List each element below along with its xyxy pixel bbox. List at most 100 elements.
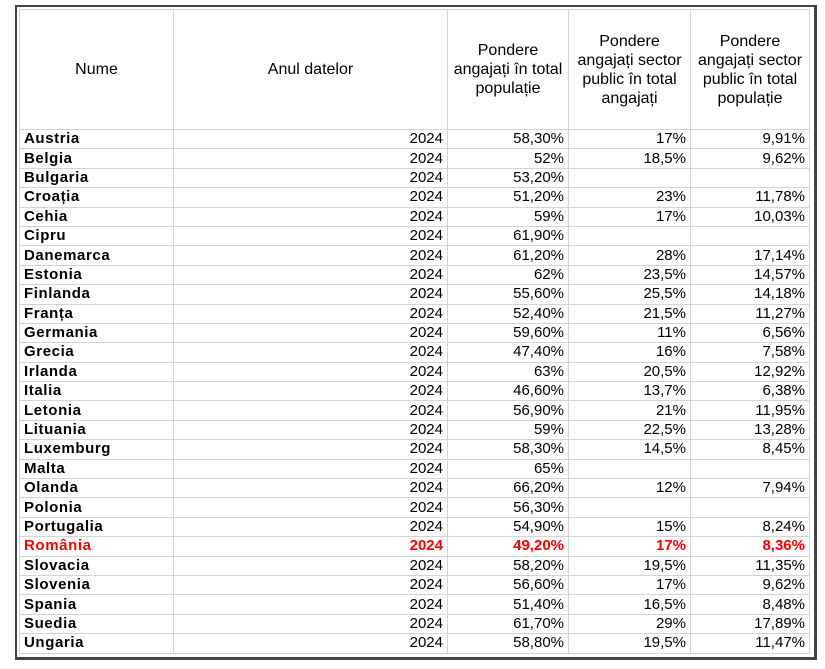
pondere-populatie-cell: 54,90% <box>447 516 569 538</box>
pondere-populatie-cell: 47,40% <box>447 342 569 363</box>
year-cell: 2024 <box>173 361 448 383</box>
data-table: Nume Anul datelor Pondere angajați în to… <box>19 9 810 654</box>
table-row: Irlanda 2024 63% 20,5% 12,92% <box>19 361 810 383</box>
table-row: Austria 2024 58,30% 17% 9,91% <box>19 128 810 150</box>
pondere-sector-public-angajati-cell: 21,5% <box>568 303 691 324</box>
country-name-cell: Spania <box>19 594 174 615</box>
pondere-sector-public-angajati-cell: 12% <box>568 478 691 499</box>
pondere-populatie-cell: 58,80% <box>447 633 569 654</box>
pondere-sector-public-angajati-cell <box>568 497 691 518</box>
pondere-sector-public-angajati-cell: 18,5% <box>568 148 691 169</box>
year-cell: 2024 <box>173 536 448 557</box>
pondere-sector-public-populatie-cell <box>690 225 810 247</box>
pondere-sector-public-populatie-cell: 6,56% <box>690 322 810 344</box>
year-cell: 2024 <box>173 555 448 576</box>
country-name-cell: Grecia <box>19 342 174 363</box>
pondere-sector-public-angajati-cell: 13,7% <box>568 381 691 402</box>
pondere-populatie-cell: 63% <box>447 361 569 383</box>
pondere-sector-public-angajati-cell: 14,5% <box>568 439 691 460</box>
pondere-sector-public-populatie-cell: 14,57% <box>690 264 810 286</box>
pondere-populatie-cell: 52,40% <box>447 303 569 324</box>
pondere-sector-public-angajati-cell: 17% <box>568 574 691 596</box>
table-row: România 2024 49,20% 17% 8,36% <box>19 536 810 557</box>
year-cell: 2024 <box>173 633 448 654</box>
pondere-sector-public-populatie-cell: 12,92% <box>690 361 810 383</box>
pondere-sector-public-angajati-cell: 19,5% <box>568 555 691 576</box>
table-row: Slovacia 2024 58,20% 19,5% 11,35% <box>19 555 810 576</box>
country-name-cell: Franța <box>19 303 174 324</box>
pondere-populatie-cell: 61,70% <box>447 613 569 635</box>
pondere-sector-public-angajati-cell: 11% <box>568 322 691 344</box>
header-nume: Nume <box>19 9 174 130</box>
pondere-populatie-cell: 55,60% <box>447 284 569 305</box>
pondere-populatie-cell: 52% <box>447 148 569 169</box>
table-row: Olanda 2024 66,20% 12% 7,94% <box>19 478 810 499</box>
pondere-sector-public-populatie-cell: 8,36% <box>690 536 810 557</box>
country-name-cell: Irlanda <box>19 361 174 383</box>
table-row: Luxemburg 2024 58,30% 14,5% 8,45% <box>19 439 810 460</box>
year-cell: 2024 <box>173 516 448 538</box>
pondere-populatie-cell: 58,20% <box>447 555 569 576</box>
header-pondere-sector-public-angajati: Pondere angajați sector public în total … <box>568 9 691 130</box>
pondere-populatie-cell: 51,20% <box>447 187 569 208</box>
pondere-populatie-cell: 59% <box>447 206 569 227</box>
table-row: Franța 2024 52,40% 21,5% 11,27% <box>19 303 810 324</box>
pondere-populatie-cell: 61,20% <box>447 245 569 266</box>
country-name-cell: Bulgaria <box>19 167 174 189</box>
country-name-cell: Olanda <box>19 478 174 499</box>
year-cell: 2024 <box>173 264 448 286</box>
pondere-sector-public-populatie-cell: 11,35% <box>690 555 810 576</box>
pondere-populatie-cell: 56,90% <box>447 400 569 421</box>
pondere-sector-public-populatie-cell: 8,48% <box>690 594 810 615</box>
country-name-cell: Cipru <box>19 225 174 247</box>
pondere-sector-public-angajati-cell: 17% <box>568 536 691 557</box>
table-row: Bulgaria 2024 53,20% <box>19 167 810 189</box>
pondere-sector-public-populatie-cell: 8,24% <box>690 516 810 538</box>
year-cell: 2024 <box>173 167 448 189</box>
year-cell: 2024 <box>173 439 448 460</box>
pondere-populatie-cell: 59% <box>447 419 569 441</box>
country-name-cell: Portugalia <box>19 516 174 538</box>
pondere-sector-public-populatie-cell: 8,45% <box>690 439 810 460</box>
country-name-cell: Belgia <box>19 148 174 169</box>
header-row: Nume Anul datelor Pondere angajați în to… <box>19 9 810 130</box>
table-row: Suedia 2024 61,70% 29% 17,89% <box>19 613 810 635</box>
country-name-cell: Danemarca <box>19 245 174 266</box>
pondere-populatie-cell: 56,30% <box>447 497 569 518</box>
table-row: Germania 2024 59,60% 11% 6,56% <box>19 322 810 344</box>
year-cell: 2024 <box>173 594 448 615</box>
pondere-sector-public-angajati-cell: 23,5% <box>568 264 691 286</box>
pondere-sector-public-angajati-cell: 15% <box>568 516 691 538</box>
table-row: Estonia 2024 62% 23,5% 14,57% <box>19 264 810 286</box>
year-cell: 2024 <box>173 381 448 402</box>
year-cell: 2024 <box>173 497 448 518</box>
country-name-cell: Malta <box>19 458 174 480</box>
pondere-sector-public-angajati-cell: 29% <box>568 613 691 635</box>
country-name-cell: Letonia <box>19 400 174 421</box>
pondere-sector-public-populatie-cell: 17,14% <box>690 245 810 266</box>
pondere-sector-public-angajati-cell: 21% <box>568 400 691 421</box>
pondere-sector-public-populatie-cell: 7,94% <box>690 478 810 499</box>
pondere-sector-public-populatie-cell: 11,78% <box>690 187 810 208</box>
year-cell: 2024 <box>173 458 448 480</box>
table-row: Cehia 2024 59% 17% 10,03% <box>19 206 810 227</box>
table-row: Spania 2024 51,40% 16,5% 8,48% <box>19 594 810 615</box>
pondere-sector-public-angajati-cell <box>568 167 691 189</box>
pondere-sector-public-angajati-cell: 20,5% <box>568 361 691 383</box>
country-name-cell: Luxemburg <box>19 439 174 460</box>
country-name-cell: România <box>19 536 174 557</box>
country-name-cell: Germania <box>19 322 174 344</box>
pondere-sector-public-populatie-cell: 9,62% <box>690 574 810 596</box>
pondere-sector-public-populatie-cell: 11,47% <box>690 633 810 654</box>
pondere-sector-public-angajati-cell: 17% <box>568 128 691 150</box>
country-name-cell: Italia <box>19 381 174 402</box>
pondere-sector-public-populatie-cell <box>690 167 810 189</box>
year-cell: 2024 <box>173 284 448 305</box>
pondere-sector-public-populatie-cell: 17,89% <box>690 613 810 635</box>
pondere-populatie-cell: 49,20% <box>447 536 569 557</box>
country-name-cell: Austria <box>19 128 174 150</box>
country-name-cell: Croația <box>19 187 174 208</box>
country-name-cell: Slovenia <box>19 574 174 596</box>
pondere-sector-public-populatie-cell: 13,28% <box>690 419 810 441</box>
table-row: Grecia 2024 47,40% 16% 7,58% <box>19 342 810 363</box>
